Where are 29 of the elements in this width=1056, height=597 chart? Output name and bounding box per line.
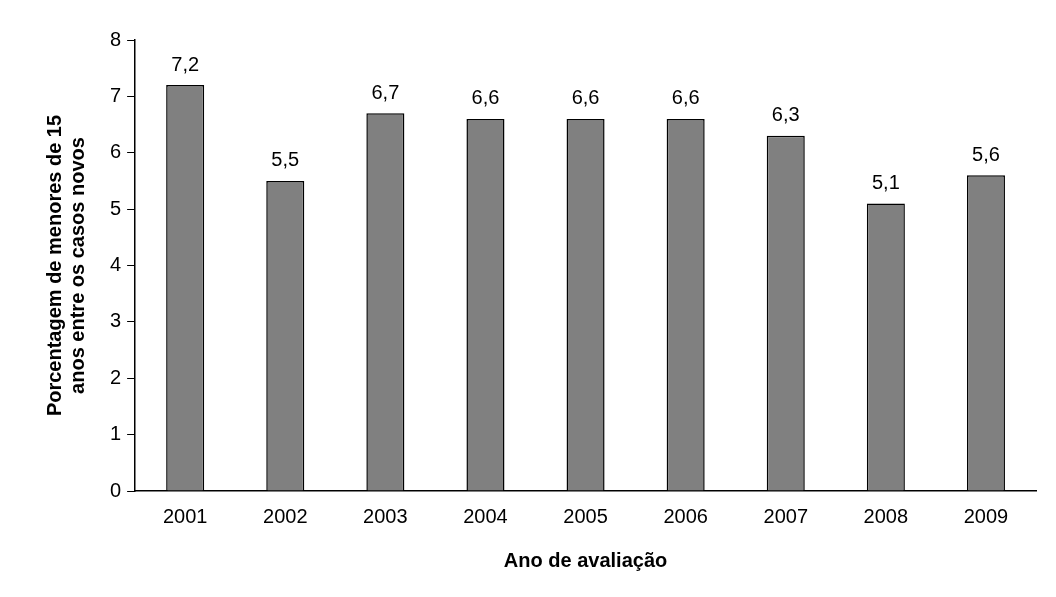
- x-tick-label: 2005: [563, 504, 608, 527]
- x-tick-label: 2007: [763, 504, 809, 527]
- x-axis-title: Ano de avaliação: [503, 548, 668, 571]
- data-label: 6,3: [771, 103, 800, 126]
- y-tick-label: 4: [110, 253, 122, 276]
- data-label: 7,2: [171, 52, 200, 75]
- data-label: 6,6: [471, 86, 500, 109]
- x-tick-label: 2004: [463, 504, 508, 527]
- y-tick-label: 6: [110, 140, 122, 163]
- data-label: 5,1: [871, 171, 900, 193]
- data-label: 5,6: [972, 142, 1000, 165]
- x-tick-label: 2002: [263, 504, 308, 527]
- x-tick-label: 2009: [963, 504, 1009, 527]
- data-label: 6,6: [671, 86, 700, 109]
- data-label: 6,7: [371, 80, 400, 103]
- y-axis-title: Porcentagem de menores de 15 anos entre os casos novos: [43, 114, 89, 417]
- y-tick-label: 1: [110, 422, 122, 445]
- data-label: 5,5: [271, 148, 300, 171]
- y-tick-label: 0: [110, 478, 122, 501]
- y-tick-label: 5: [110, 196, 122, 219]
- y-tick-label: 2: [110, 365, 122, 388]
- y-tick-label: 8: [110, 27, 122, 50]
- x-tick-label: 2001: [162, 504, 208, 527]
- data-label: 6,6: [571, 86, 600, 109]
- x-tick-label: 2008: [863, 504, 909, 527]
- x-tick-label: 2006: [663, 504, 708, 527]
- x-tick-label: 2003: [363, 504, 408, 527]
- y-tick-label: 7: [110, 83, 122, 106]
- y-tick-label: 3: [110, 309, 122, 332]
